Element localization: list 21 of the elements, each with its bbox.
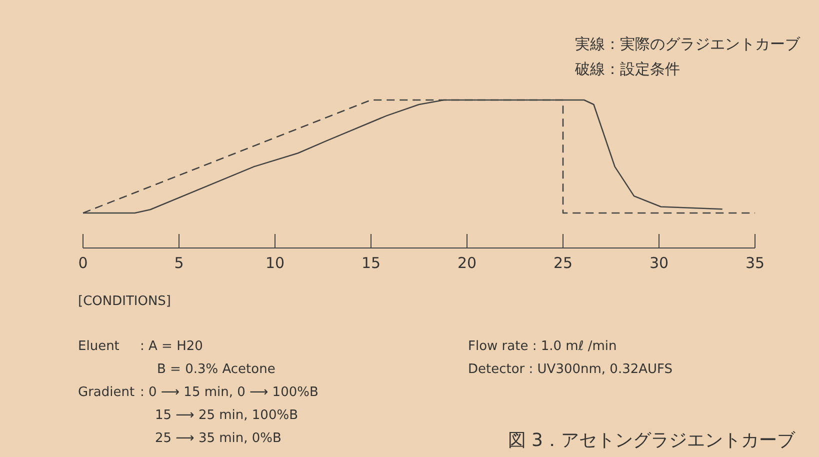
text: 実線：実際のグラジエントカーブ	[575, 35, 801, 53]
x-tick-label: 0	[78, 254, 88, 272]
x-tick-label: 25	[553, 254, 573, 272]
text: : A = H20	[140, 339, 203, 354]
text: 15 ⟶ 25 min, 100%B	[155, 408, 298, 423]
x-tick-label: 35	[745, 254, 765, 272]
x-tick-label: 5	[174, 254, 184, 272]
text: B = 0.3% Acetone	[157, 362, 276, 377]
text: 破線：設定条件	[574, 60, 680, 78]
text: Detector : UV300nm, 0.32AUFS	[468, 362, 673, 377]
text: Eluent	[78, 339, 120, 354]
text: Flow rate : 1.0 mℓ /min	[468, 339, 617, 354]
text: : 0 ⟶ 15 min, 0 ⟶ 100%B	[140, 385, 318, 400]
text: 25 ⟶ 35 min, 0%B	[155, 431, 282, 446]
text: Gradient	[78, 385, 135, 400]
text: [CONDITIONS]	[78, 294, 172, 309]
text: 図 3．アセトングラジエントカーブ	[508, 430, 796, 451]
x-tick-label: 15	[361, 254, 381, 272]
x-tick-label: 30	[649, 254, 669, 272]
x-tick-label: 20	[457, 254, 477, 272]
x-tick-label: 10	[265, 254, 285, 272]
